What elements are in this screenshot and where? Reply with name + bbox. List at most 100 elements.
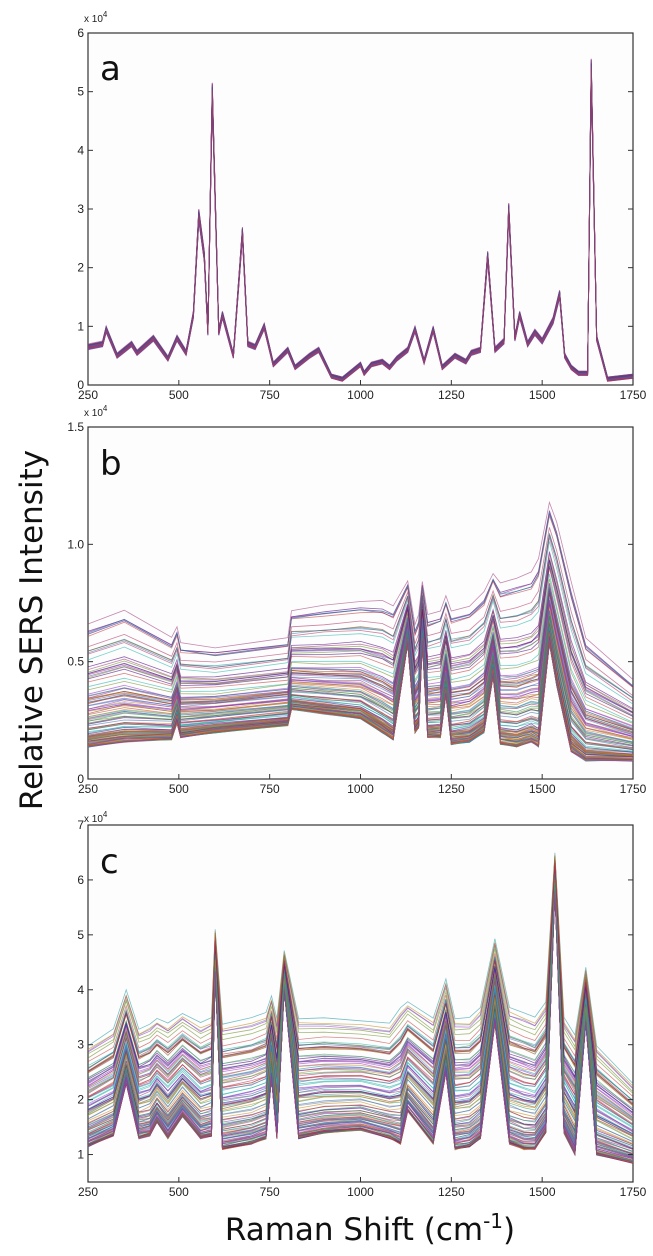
spectrum-line xyxy=(87,886,634,1154)
spectrum-line xyxy=(87,889,634,1159)
panel-c-ticks: 250 500 750 1000 1250 1500 1750 1 2 3 4 5 6 7 xyxy=(77,818,646,1199)
x-tick-label: 1750 xyxy=(620,388,647,402)
y-tick-label: 3 xyxy=(77,1038,84,1052)
spectrum-line xyxy=(87,616,634,747)
spectrum-line xyxy=(87,863,634,1105)
y-tick-label: 6 xyxy=(77,26,84,40)
spectrum-line xyxy=(87,864,634,1111)
x-tick-label: 1250 xyxy=(438,782,465,796)
spectrum-line xyxy=(87,889,634,1160)
y-tick-label: 4 xyxy=(77,143,84,157)
spectrum-line xyxy=(87,855,634,1090)
spectrum-line xyxy=(87,878,634,1137)
spectrum-line xyxy=(87,880,634,1142)
y-tick-label: 0 xyxy=(77,378,84,392)
y-tick-label: 4 xyxy=(77,983,84,997)
spectrum-line xyxy=(87,856,634,1094)
spectrum-line xyxy=(87,500,634,680)
spectrum-line xyxy=(87,861,634,1101)
panel-b-exponent: x 104 xyxy=(84,404,108,419)
x-tick-label: 1250 xyxy=(438,1185,465,1199)
spectrum-line xyxy=(87,883,634,1150)
x-tick-label: 1750 xyxy=(620,782,647,796)
panel-b-spectra xyxy=(87,500,634,762)
y-tick-label: 3 xyxy=(77,202,84,216)
x-tick-label: 1250 xyxy=(438,388,465,402)
spectrum-line xyxy=(87,878,634,1137)
spectrum-line xyxy=(87,883,634,1150)
x-axis-label: Raman Shift (cm-1) xyxy=(225,1209,515,1248)
y-tick-label: 5 xyxy=(77,928,84,942)
x-tick-label: 1000 xyxy=(347,1185,374,1199)
panel-b-label: b xyxy=(100,444,122,484)
spectrum-line xyxy=(87,527,634,697)
panel-b: b x 104 250 500 750 1000 1250 1500 1750 0 0.5 1.0… xyxy=(67,404,646,796)
y-tick-label: 6 xyxy=(77,873,84,887)
spectrum-line xyxy=(87,861,634,1104)
spectrum-line xyxy=(87,859,634,1097)
spectrum-line xyxy=(87,867,634,1114)
spectrum-line xyxy=(87,866,634,1113)
spectrum-line xyxy=(87,870,634,1122)
spectrum-line xyxy=(87,511,634,687)
x-tick-label: 750 xyxy=(260,782,280,796)
y-tick-label: 0.5 xyxy=(67,655,84,669)
y-tick-label: 0 xyxy=(77,772,84,786)
spectrum-line xyxy=(87,867,634,1116)
panel-c-exponent: x 104 xyxy=(84,810,108,825)
panel-a-exponent: x 104 xyxy=(84,10,108,25)
x-tick-label: 250 xyxy=(78,388,98,402)
spectrum-line xyxy=(87,877,634,1138)
spectrum-line xyxy=(87,868,634,1115)
x-tick-label: 1750 xyxy=(620,1185,647,1199)
spectrum-line xyxy=(87,585,634,729)
y-tick-label: 1.5 xyxy=(67,420,84,434)
spectrum-line xyxy=(87,869,634,1120)
x-tick-label: 250 xyxy=(78,782,98,796)
spectrum-line xyxy=(87,874,634,1131)
spectrum-line xyxy=(87,876,634,1133)
y-tick-label: 2 xyxy=(77,1093,84,1107)
x-tick-label: 500 xyxy=(169,1185,189,1199)
x-tick-label: 1500 xyxy=(529,388,556,402)
panel-c: c x 104 250 500 750 1000 1250 1500 1750 1 2 3 4 5 6 7 xyxy=(77,810,646,1199)
spectrum-line xyxy=(87,861,634,1102)
spectrum-line xyxy=(87,65,634,382)
spectrum-line xyxy=(87,888,634,1158)
spectrum-line xyxy=(87,871,634,1125)
spectrum-line xyxy=(87,876,634,1135)
spectrum-line xyxy=(87,873,634,1129)
panel-a-spectra xyxy=(87,58,634,382)
spectrum-line xyxy=(87,886,634,1152)
spectrum-line xyxy=(87,854,634,1087)
spectrum-line xyxy=(87,852,634,1084)
panel-a: a x 104 250 500 750 1000 1250 1500 1750 0 1 2 3 4 5 6 xyxy=(77,10,646,402)
y-tick-label: 5 xyxy=(77,85,84,99)
x-tick-label: 500 xyxy=(169,782,189,796)
x-tick-label: 750 xyxy=(260,388,280,402)
spectrum-line xyxy=(87,631,634,755)
spectrum-line xyxy=(87,883,634,1145)
x-tick-label: 750 xyxy=(260,1185,280,1199)
spectrum-line xyxy=(87,872,634,1126)
spectrum-line xyxy=(87,534,634,699)
panel-a-label: a xyxy=(100,49,121,89)
spectrum-line xyxy=(87,882,634,1144)
x-tick-label: 1500 xyxy=(529,782,556,796)
spectrum-line xyxy=(87,879,634,1140)
y-tick-label: 1 xyxy=(77,319,84,333)
panel-b-ticks: 250 500 750 1000 1250 1500 1750 0 0.5 1.0 1.5 xyxy=(67,420,646,796)
y-tick-label: 1.0 xyxy=(67,537,84,551)
spectrum-line xyxy=(87,889,634,1161)
x-tick-label: 1500 xyxy=(529,1185,556,1199)
spectrum-line xyxy=(87,553,634,711)
y-tick-label: 1 xyxy=(77,1148,84,1162)
spectrum-line xyxy=(87,883,634,1147)
spectrum-line xyxy=(87,865,634,1111)
x-tick-label: 500 xyxy=(169,388,189,402)
spectrum-line xyxy=(87,856,634,1093)
panel-c-spectra xyxy=(87,852,634,1164)
panel-a-ticks: 250 500 750 1000 1250 1500 1750 0 1 2 3 4 5 6 xyxy=(77,26,646,402)
y-axis-label: Relative SERS Intensity xyxy=(14,450,50,810)
